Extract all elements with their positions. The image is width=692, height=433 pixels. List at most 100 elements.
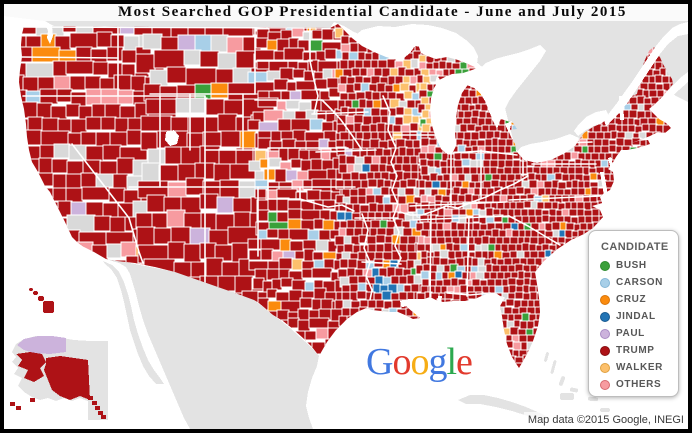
county-trump[interactable] xyxy=(52,60,68,77)
county-trump[interactable] xyxy=(80,172,98,189)
county-carson[interactable] xyxy=(309,118,324,131)
county-trump[interactable] xyxy=(311,267,333,279)
county-trump[interactable] xyxy=(273,78,289,91)
county-no-data[interactable] xyxy=(141,162,161,182)
county-trump[interactable] xyxy=(143,83,162,102)
county-trump[interactable] xyxy=(65,60,95,75)
county-trump[interactable] xyxy=(597,200,608,211)
county-others[interactable] xyxy=(117,89,135,105)
county-no-data[interactable] xyxy=(175,97,208,114)
google-logo[interactable]: Google xyxy=(361,340,477,384)
county-no-data[interactable] xyxy=(210,34,229,53)
county-bush[interactable] xyxy=(308,39,324,52)
county-trump[interactable] xyxy=(92,61,110,76)
county-trump[interactable] xyxy=(299,297,314,309)
county-trump[interactable] xyxy=(295,80,317,91)
county-trump[interactable] xyxy=(36,102,53,119)
county-trump[interactable] xyxy=(75,46,93,63)
county-trump[interactable] xyxy=(324,48,338,60)
county-trump[interactable] xyxy=(213,163,232,182)
map-canvas[interactable]: Most Searched GOP Presidential Candidate… xyxy=(4,4,688,429)
county-others[interactable] xyxy=(76,241,94,259)
county-no-data[interactable] xyxy=(268,157,282,168)
county-trump[interactable] xyxy=(526,334,537,343)
county-trump[interactable] xyxy=(252,277,265,290)
county-trump[interactable] xyxy=(662,124,672,134)
county-trump[interactable] xyxy=(19,46,34,63)
choropleth-cells[interactable] xyxy=(4,18,678,371)
county-trump[interactable] xyxy=(321,28,335,41)
county-trump[interactable] xyxy=(536,265,546,275)
county-trump[interactable] xyxy=(266,228,280,239)
county-trump[interactable] xyxy=(254,188,268,199)
county-trump[interactable] xyxy=(260,248,274,261)
county-cruz[interactable] xyxy=(210,82,230,99)
county-trump[interactable] xyxy=(533,319,544,328)
county-trump[interactable] xyxy=(276,197,290,212)
county-trump[interactable] xyxy=(96,31,113,48)
county-trump[interactable] xyxy=(314,78,329,90)
county-no-data[interactable] xyxy=(526,341,537,351)
county-trump[interactable] xyxy=(233,211,252,228)
county-trump[interactable] xyxy=(266,268,281,281)
county-trump[interactable] xyxy=(84,75,102,90)
county-trump[interactable] xyxy=(69,75,87,91)
county-trump[interactable] xyxy=(235,50,256,69)
county-trump[interactable] xyxy=(260,238,282,251)
county-cruz[interactable] xyxy=(322,219,336,232)
county-trump[interactable] xyxy=(180,146,202,165)
county-trump[interactable] xyxy=(522,354,532,364)
county-trump[interactable] xyxy=(7,74,25,93)
county-trump[interactable] xyxy=(276,309,290,321)
county-others[interactable] xyxy=(85,88,103,106)
county-trump[interactable] xyxy=(346,315,357,325)
county-cruz[interactable] xyxy=(263,168,277,181)
county-trump[interactable] xyxy=(571,236,581,246)
county-trump[interactable] xyxy=(301,268,314,279)
county-trump[interactable] xyxy=(51,217,69,234)
county-trump[interactable] xyxy=(280,277,294,288)
county-trump[interactable] xyxy=(52,173,68,190)
county-trump[interactable] xyxy=(38,157,54,175)
county-trump[interactable] xyxy=(217,113,238,132)
county-no-data[interactable] xyxy=(285,99,301,110)
county-trump[interactable] xyxy=(95,131,112,147)
county-trump[interactable] xyxy=(288,228,310,241)
county-trump[interactable] xyxy=(274,168,288,183)
county-trump[interactable] xyxy=(22,76,40,92)
county-trump[interactable] xyxy=(25,172,55,187)
county-trump[interactable] xyxy=(199,50,220,68)
county-trump[interactable] xyxy=(279,67,295,81)
county-no-data[interactable] xyxy=(106,243,123,259)
county-trump[interactable] xyxy=(113,74,133,91)
county-trump[interactable] xyxy=(255,37,269,49)
county-no-data[interactable] xyxy=(66,214,96,233)
county-trump[interactable] xyxy=(291,279,307,292)
county-no-data[interactable] xyxy=(315,239,330,252)
county-carson[interactable] xyxy=(436,138,445,148)
county-no-data[interactable] xyxy=(147,148,167,165)
county-trump[interactable] xyxy=(25,129,43,146)
county-trump[interactable] xyxy=(534,306,545,315)
county-no-data[interactable] xyxy=(183,49,202,66)
county-trump[interactable] xyxy=(306,189,322,201)
county-no-data[interactable] xyxy=(248,160,262,172)
county-others[interactable] xyxy=(120,241,138,258)
county-trump[interactable] xyxy=(164,146,183,165)
county-trump[interactable] xyxy=(145,98,178,115)
county-trump[interactable] xyxy=(248,249,263,261)
county-trump[interactable] xyxy=(167,241,186,260)
county-trump[interactable] xyxy=(313,287,327,301)
county-bush[interactable] xyxy=(629,146,639,155)
county-trump[interactable] xyxy=(308,317,330,329)
county-trump[interactable] xyxy=(146,194,166,213)
county-cruz[interactable] xyxy=(266,39,279,51)
county-no-data[interactable] xyxy=(142,33,163,50)
county-paul[interactable] xyxy=(285,169,299,182)
county-trump[interactable] xyxy=(102,202,120,218)
county-trump[interactable] xyxy=(218,148,238,167)
county-trump[interactable] xyxy=(24,158,41,173)
county-trump[interactable] xyxy=(287,147,301,161)
county-trump[interactable] xyxy=(199,193,219,210)
county-trump[interactable] xyxy=(183,243,202,264)
